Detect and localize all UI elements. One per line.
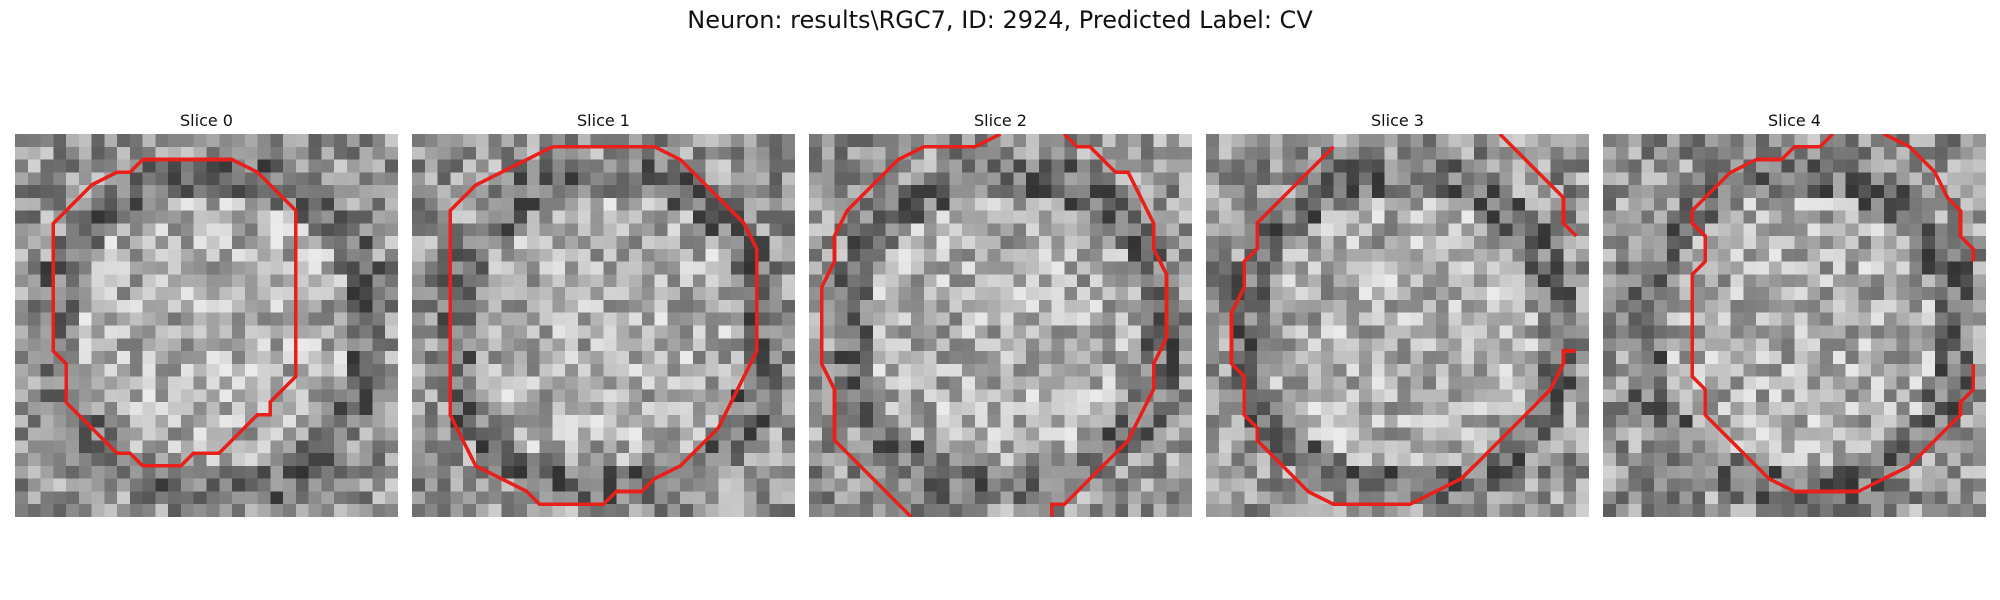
cell-contour bbox=[448, 144, 759, 507]
cell-contour bbox=[819, 134, 1002, 517]
slice-panel-0: Slice 0 bbox=[15, 110, 398, 517]
cell-contour bbox=[1049, 134, 1169, 517]
slice-title: Slice 2 bbox=[974, 111, 1027, 130]
slice-image-0 bbox=[15, 134, 398, 517]
cell-contour bbox=[1498, 134, 1578, 238]
slice-image-1 bbox=[412, 134, 795, 517]
slice-panel-4: Slice 4 bbox=[1603, 110, 1986, 517]
slice-image-2 bbox=[809, 134, 1192, 517]
figure-title: Neuron: results\RGC7, ID: 2924, Predicte… bbox=[687, 6, 1313, 34]
slice-title: Slice 4 bbox=[1768, 111, 1821, 130]
slice-image-4 bbox=[1603, 134, 1986, 517]
slice-title: Slice 0 bbox=[180, 111, 233, 130]
slice-image-3 bbox=[1206, 134, 1589, 517]
slice-title: Slice 1 bbox=[577, 111, 630, 130]
cell-contour bbox=[1883, 134, 1976, 262]
slice-panel-1: Slice 1 bbox=[412, 110, 795, 517]
cell-contour bbox=[1229, 145, 1577, 507]
slice-panel-2: Slice 2 bbox=[809, 110, 1192, 517]
cell-contour bbox=[51, 157, 298, 468]
slice-panel-3: Slice 3 bbox=[1206, 110, 1589, 517]
slice-title: Slice 3 bbox=[1371, 111, 1424, 130]
cell-contour bbox=[1690, 134, 1976, 494]
